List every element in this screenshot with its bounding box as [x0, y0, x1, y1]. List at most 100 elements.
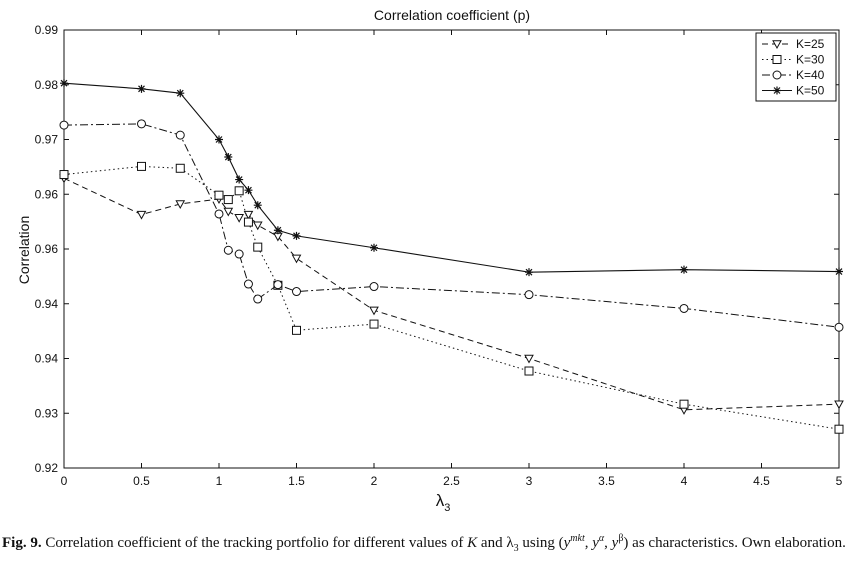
data-point	[59, 170, 69, 180]
y-tick-label: 0.98	[35, 78, 59, 92]
data-point	[253, 294, 263, 304]
legend: K=25 K=30K=40 K=50	[755, 32, 837, 102]
data-point	[834, 400, 844, 410]
y-tick-label: 0.96	[35, 242, 59, 256]
data-point	[525, 268, 533, 277]
data-point	[835, 267, 843, 276]
y-axis-label: Correlation	[16, 216, 32, 284]
axis-ticks: 0 0.5 1 1.5 2 2.5 3 3.5 4 4.5 5 0.92 0.93 0.94 0.94 0.9…	[35, 23, 843, 488]
x-axis-label: λ3	[436, 491, 451, 514]
caption-y1: y	[563, 535, 571, 551]
series-k-25	[59, 174, 844, 415]
caption-y2: y	[592, 535, 599, 551]
data-point	[137, 161, 146, 171]
y-tick-label: 0.92	[35, 461, 59, 475]
caption-text-1: Correlation coefficient of the tracking …	[41, 535, 468, 551]
data-point	[234, 214, 244, 223]
data-point	[175, 163, 185, 173]
caption-lambda: λ	[506, 535, 514, 551]
data-point	[524, 290, 534, 300]
caption-y3: y	[611, 535, 619, 551]
y-tick-label: 0.96	[35, 187, 59, 201]
legend-label: K=30	[796, 53, 825, 67]
data-point	[243, 210, 254, 220]
caption-figure-label: Fig. 9.	[2, 535, 42, 551]
legend-marker	[773, 86, 781, 95]
x-tick-label: 1	[216, 474, 223, 488]
legend-label: K=50	[796, 84, 825, 98]
legend-marker	[772, 55, 782, 64]
data-point	[370, 243, 378, 252]
data-point	[679, 399, 689, 409]
caption-y3-sup: β	[618, 533, 624, 544]
caption-comma-1: ,	[584, 535, 593, 551]
data-point	[369, 306, 379, 316]
data-point	[292, 325, 301, 335]
data-point	[234, 249, 244, 259]
data-point	[273, 226, 282, 235]
y-tick-label: 0.93	[35, 406, 59, 420]
data-point	[137, 119, 146, 129]
caption-text-4: ) as characteristics. Own elaboration.	[623, 535, 846, 551]
data-point	[834, 322, 844, 332]
legend-label: K=40	[796, 68, 825, 82]
caption-y1-sup: mkt	[570, 533, 585, 544]
y-tick-label: 0.94	[35, 352, 59, 366]
caption-comma-2: ,	[604, 535, 612, 551]
data-point	[292, 231, 301, 240]
data-point	[224, 153, 233, 162]
data-point	[214, 190, 224, 200]
y-tick-label: 0.97	[35, 133, 59, 147]
data-point	[273, 280, 283, 290]
data-point	[137, 84, 146, 93]
data-point	[176, 89, 185, 98]
data-point	[136, 210, 147, 220]
data-point	[252, 221, 263, 231]
data-point	[834, 424, 844, 434]
x-tick-label: 4	[681, 474, 688, 488]
figure-caption: Fig. 9. Correlation coefficient of the t…	[2, 528, 860, 559]
legend-label: K=25	[796, 37, 825, 51]
data-point	[679, 303, 689, 313]
data-point	[524, 354, 534, 364]
data-point	[223, 245, 233, 255]
data-point	[369, 282, 379, 292]
x-tick-label: 1.5	[288, 474, 305, 488]
data-point	[524, 366, 534, 376]
correlation-chart: Correlation coefficient (p) 0 0.5 1 1.5 2 2.5…	[16, 7, 844, 514]
series-k-50	[60, 79, 843, 277]
data-point	[253, 242, 263, 252]
x-axis-label-sub: 3	[444, 502, 450, 514]
data-point	[214, 209, 224, 219]
data-point	[175, 200, 186, 209]
caption-lambda-sub: 3	[513, 543, 519, 554]
data-point	[680, 265, 688, 274]
data-point	[369, 319, 379, 329]
plot-area	[59, 29, 844, 469]
data-point	[291, 254, 302, 264]
series-line	[63, 177, 840, 411]
x-axis-label-main: λ	[436, 491, 445, 510]
series-line	[63, 123, 840, 328]
data-point	[243, 217, 253, 227]
x-tick-label: 2.5	[443, 474, 460, 488]
data-point	[60, 79, 68, 88]
legend-box	[755, 32, 837, 102]
legend-marker	[772, 70, 782, 80]
data-point	[292, 287, 301, 297]
data-point	[244, 186, 253, 195]
data-point	[253, 201, 262, 210]
data-point	[235, 175, 244, 184]
series-k-40	[59, 119, 844, 332]
x-tick-label: 4.5	[753, 474, 770, 488]
caption-k-symbol: K	[467, 535, 478, 551]
data-point	[175, 130, 185, 140]
x-tick-label: 3.5	[598, 474, 615, 488]
chart-title: Correlation coefficient (p)	[374, 7, 530, 23]
x-tick-label: 2	[371, 474, 378, 488]
y-tick-label: 0.99	[35, 23, 59, 37]
series-line	[63, 82, 840, 273]
x-tick-label: 0	[61, 474, 68, 488]
caption-text-3: using (	[518, 535, 564, 551]
data-point	[59, 120, 69, 130]
